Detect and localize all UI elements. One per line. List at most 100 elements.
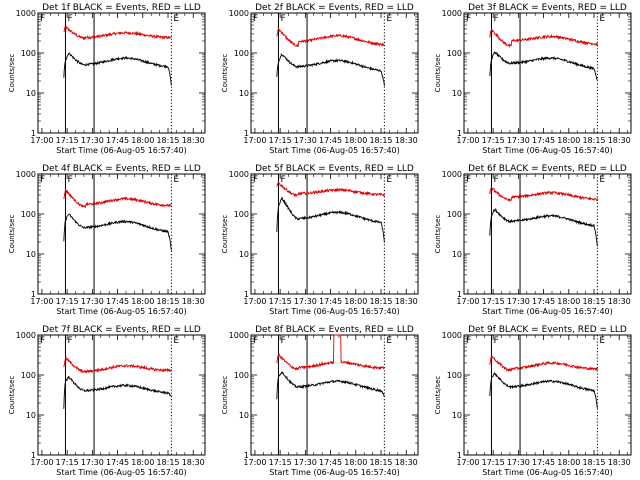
x-tick-label: 17:00 — [243, 297, 266, 306]
x-tick-label: 18:00 — [557, 458, 580, 467]
x-axis-label: Start Time (06-Aug-05 16:57:40) — [482, 307, 613, 316]
panel-title: Det 6f BLACK = Events, RED = LLD — [468, 164, 627, 174]
left-marker-label: F — [466, 175, 471, 185]
panel-title: Det 9f BLACK = Events, RED = LLD — [468, 325, 627, 335]
marker-label: F — [493, 14, 498, 24]
marker-label: E — [599, 14, 605, 24]
y-tick-label: 100 — [234, 371, 249, 380]
x-tick-label: 18:15 — [156, 136, 179, 145]
x-tick-label: 18:15 — [156, 297, 179, 306]
plot-frame — [463, 173, 632, 295]
panel-9: Det 9f BLACK = Events, RED = LLD 1 10 100 10… — [434, 325, 632, 477]
x-tick-label: 17:45 — [319, 297, 342, 306]
y-axis-label: Counts/sec — [221, 54, 229, 93]
x-tick-label: 17:00 — [30, 136, 53, 145]
y-tick-label: 100 — [21, 371, 36, 380]
y-tick-label: 1000 — [229, 170, 249, 179]
marker-label: F — [67, 336, 72, 346]
marker-label: F — [67, 175, 72, 185]
y-tick-label: 100 — [21, 49, 36, 58]
x-tick-label: 17:30 — [507, 297, 530, 306]
y-tick-label: 1 — [457, 451, 462, 460]
y-tick-label: 1 — [457, 129, 462, 138]
panel-3: Det 3f BLACK = Events, RED = LLD 1 10 100 10… — [434, 3, 632, 155]
lld-series-line — [276, 27, 385, 48]
x-tick-label: 18:30 — [395, 458, 418, 467]
x-tick-label: 18:30 — [395, 297, 418, 306]
marker-label: E — [173, 336, 179, 346]
events-series-line — [489, 372, 598, 409]
x-tick-label: 18:30 — [608, 136, 631, 145]
x-tick-label: 18:00 — [131, 136, 154, 145]
panel-4: Det 4f BLACK = Events, RED = LLD 1 10 100 10… — [8, 164, 206, 316]
x-tick-label: 17:15 — [56, 136, 79, 145]
x-axis-label: Start Time (06-Aug-05 16:57:40) — [482, 146, 613, 155]
panel-title: Det 4f BLACK = Events, RED = LLD — [42, 164, 201, 174]
x-axis-label: Start Time (06-Aug-05 16:57:40) — [56, 468, 187, 477]
y-tick-label: 10 — [452, 89, 462, 98]
marker-label: E — [386, 336, 392, 346]
panel-title: Det 3f BLACK = Events, RED = LLD — [468, 3, 627, 13]
x-tick-label: 17:45 — [106, 136, 129, 145]
x-tick-label: 17:45 — [319, 136, 342, 145]
x-tick-label: 18:15 — [369, 136, 392, 145]
x-axis-label: Start Time (06-Aug-05 16:57:40) — [482, 468, 613, 477]
left-marker-label: F — [40, 336, 45, 346]
x-tick-label: 18:00 — [344, 136, 367, 145]
y-tick-label: 1 — [31, 129, 36, 138]
y-tick-label: 100 — [447, 371, 462, 380]
y-tick-label: 1 — [244, 129, 249, 138]
y-tick-label: 10 — [26, 250, 36, 259]
y-tick-label: 100 — [21, 210, 36, 219]
events-series-line — [489, 207, 598, 247]
panel-8: Det 8f BLACK = Events, RED = LLD 1 10 100 10… — [221, 325, 419, 477]
x-tick-label: 18:15 — [582, 136, 605, 145]
panel-2: Det 2f BLACK = Events, RED = LLD 1 10 100 10… — [221, 3, 419, 155]
x-tick-label: 17:30 — [81, 297, 104, 306]
x-tick-label: 17:15 — [482, 297, 505, 306]
x-tick-label: 17:00 — [456, 136, 479, 145]
y-tick-label: 1000 — [442, 170, 462, 179]
panel-6: Det 6f BLACK = Events, RED = LLD 1 10 100 10… — [434, 164, 632, 316]
x-tick-label: 17:00 — [456, 458, 479, 467]
marker-label: F — [280, 336, 285, 346]
y-axis-label: Counts/sec — [434, 376, 442, 415]
marker-label: E — [173, 175, 179, 185]
y-axis-label: Counts/sec — [434, 54, 442, 93]
y-tick-label: 10 — [452, 411, 462, 420]
x-tick-label: 17:00 — [30, 458, 53, 467]
y-tick-label: 100 — [447, 210, 462, 219]
events-series-line — [63, 213, 172, 251]
x-tick-label: 17:45 — [532, 297, 555, 306]
lld-series-line — [489, 27, 598, 48]
x-tick-label: 17:15 — [482, 136, 505, 145]
x-tick-label: 17:15 — [56, 458, 79, 467]
marker-label: E — [173, 14, 179, 24]
x-tick-label: 17:15 — [269, 136, 292, 145]
y-axis-label: Counts/sec — [8, 215, 16, 254]
y-tick-label: 10 — [26, 411, 36, 420]
marker-label: E — [599, 175, 605, 185]
x-tick-label: 17:30 — [507, 458, 530, 467]
panel-title: Det 8f BLACK = Events, RED = LLD — [255, 325, 414, 335]
x-tick-label: 18:00 — [131, 458, 154, 467]
x-tick-label: 17:30 — [294, 297, 317, 306]
y-tick-label: 10 — [239, 411, 249, 420]
events-series-line — [63, 52, 172, 86]
y-tick-label: 1 — [457, 290, 462, 299]
x-tick-label: 17:30 — [294, 136, 317, 145]
x-tick-label: 17:45 — [532, 458, 555, 467]
x-tick-label: 17:00 — [243, 136, 266, 145]
x-tick-label: 17:15 — [269, 458, 292, 467]
left-marker-label: F — [253, 175, 258, 185]
plot-frame — [250, 334, 419, 456]
y-tick-label: 1000 — [442, 9, 462, 18]
y-tick-label: 1 — [31, 451, 36, 460]
x-tick-label: 18:15 — [369, 458, 392, 467]
x-tick-label: 17:00 — [456, 297, 479, 306]
x-axis-label: Start Time (06-Aug-05 16:57:40) — [269, 146, 400, 155]
events-series-line — [276, 52, 385, 87]
x-tick-label: 18:00 — [557, 297, 580, 306]
panel-7: Det 7f BLACK = Events, RED = LLD 1 10 100 10… — [8, 325, 206, 477]
left-marker-label: F — [253, 336, 258, 346]
